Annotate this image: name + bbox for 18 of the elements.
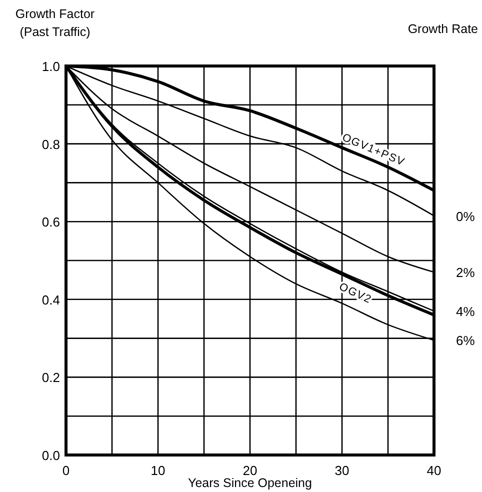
x-tick-label: 30 bbox=[334, 463, 350, 478]
x-tick-label: 40 bbox=[426, 463, 442, 478]
series-label: 6% bbox=[456, 333, 476, 348]
y-tick-label: 0.2 bbox=[42, 370, 60, 386]
y-tick-label: 0.4 bbox=[42, 292, 60, 308]
legend-title: Growth Rate bbox=[408, 22, 478, 36]
x-tick-label: 10 bbox=[150, 463, 166, 478]
y-axis-title: Growth Factor (Past Traffic) bbox=[15, 7, 95, 39]
series-label: 2% bbox=[456, 265, 476, 280]
y-tick-label: 1.0 bbox=[42, 59, 60, 74]
x-tick-label: 20 bbox=[242, 463, 258, 478]
y-tick-label: 0.0 bbox=[42, 448, 60, 463]
y-tick-label: 0.6 bbox=[42, 214, 60, 230]
x-axis-title: Years Since Openeing bbox=[188, 476, 312, 490]
series-label: 0% bbox=[456, 208, 476, 224]
series-label: 4% bbox=[456, 304, 476, 320]
x-tick-label: 0 bbox=[62, 463, 70, 478]
y-tick-label: 0.8 bbox=[42, 136, 60, 152]
